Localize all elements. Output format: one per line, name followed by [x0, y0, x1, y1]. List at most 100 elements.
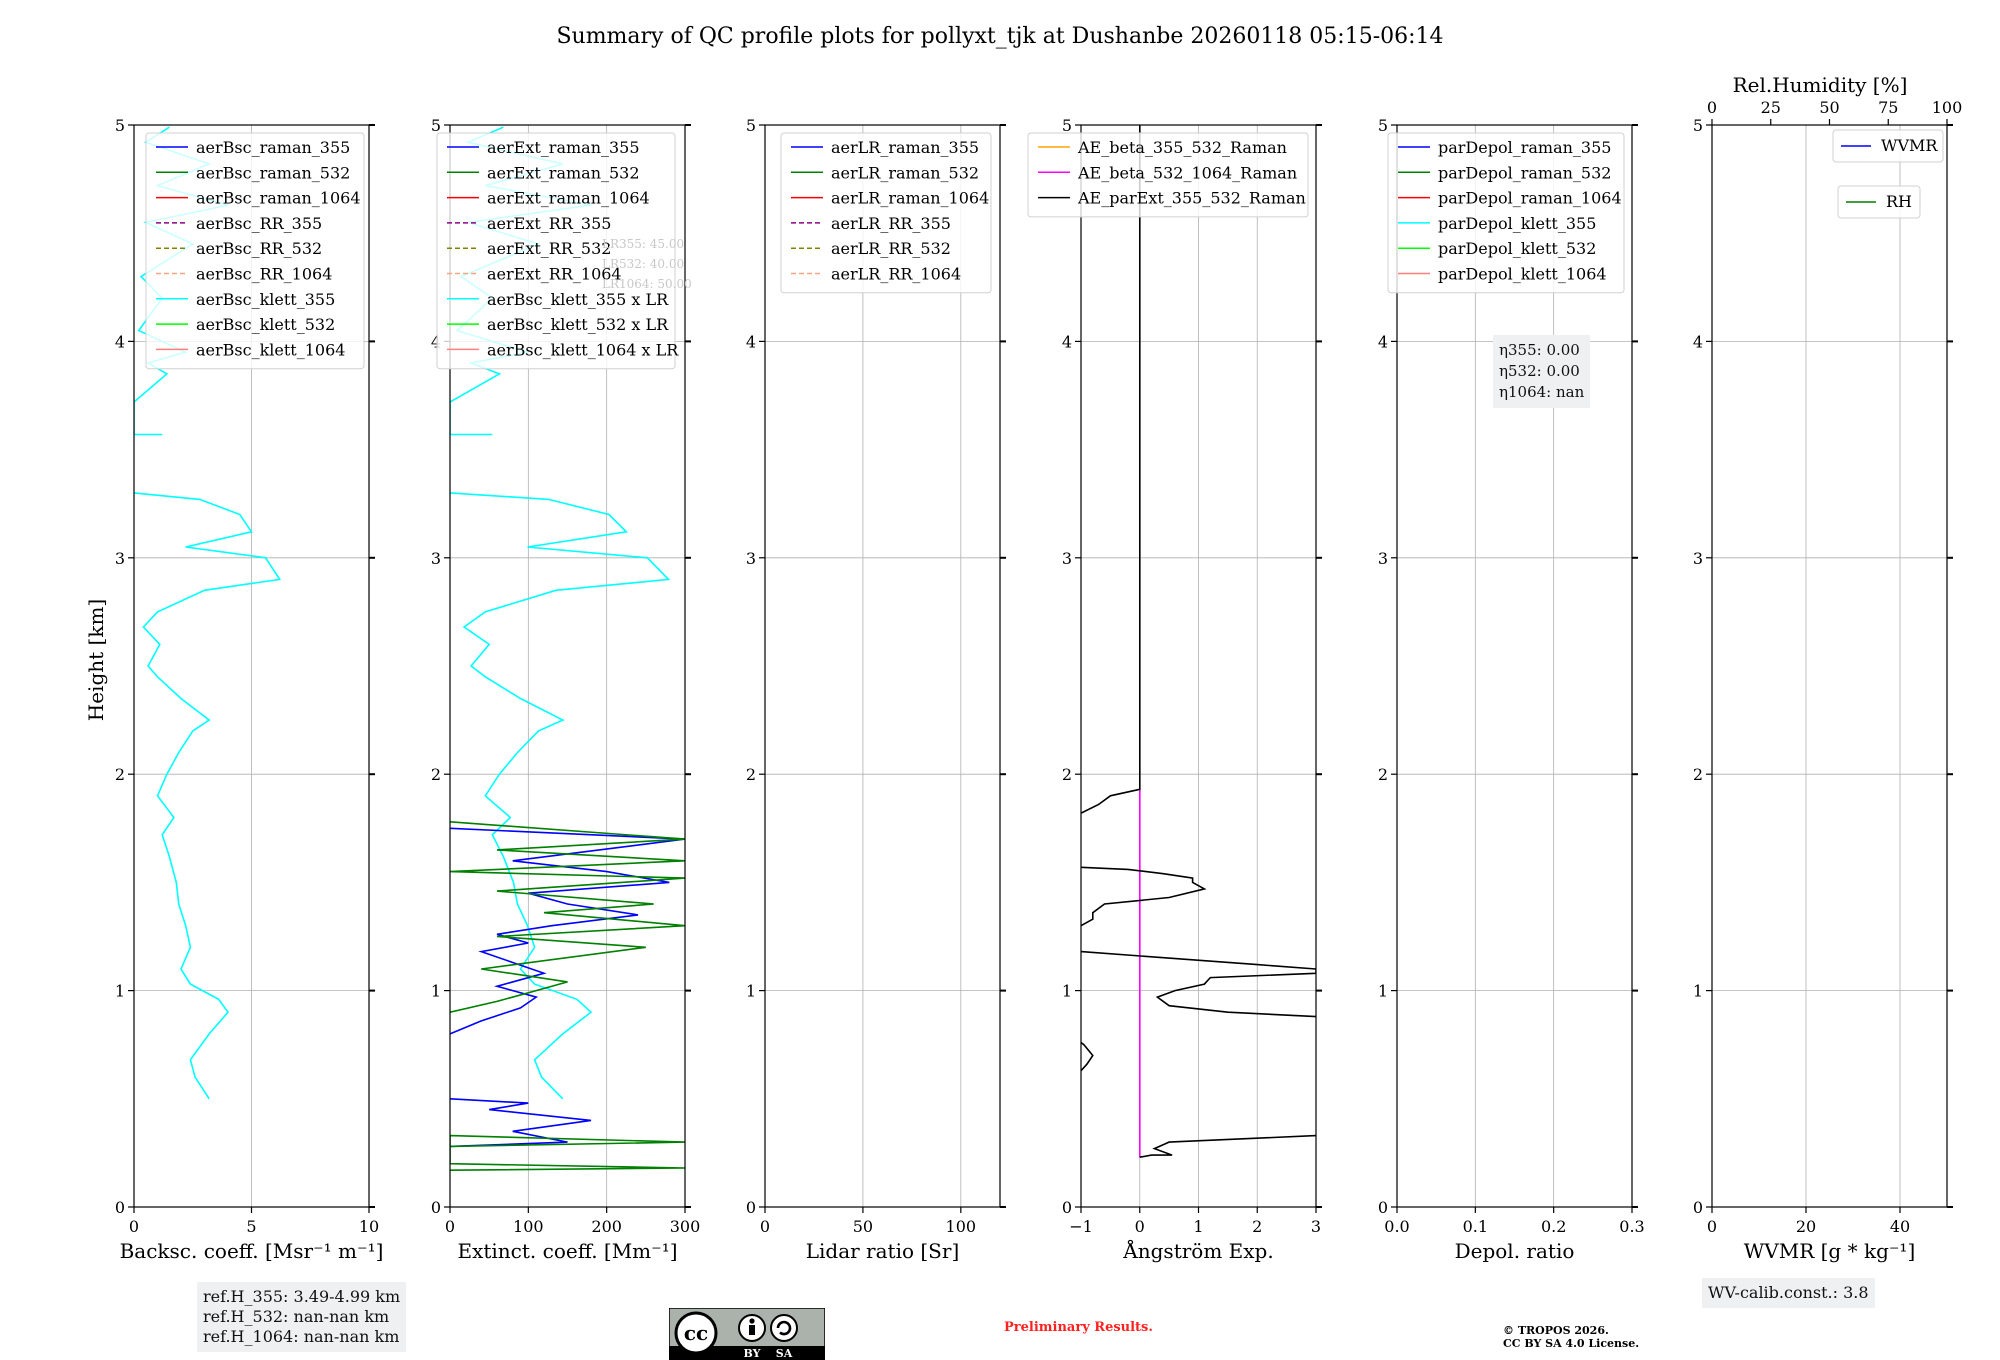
x-tick-label: 20	[1796, 1217, 1816, 1236]
y-tick-label: 5	[746, 116, 756, 135]
legend-label: aerBsc_klett_1064 x LR	[487, 340, 679, 359]
cc-icon-text: cc	[684, 1321, 708, 1345]
x-tick-label: 0.0	[1384, 1217, 1409, 1236]
y-tick-label: 1	[115, 982, 125, 1001]
sa-icon	[770, 1314, 798, 1342]
y-tick-label: 1	[1062, 982, 1072, 1001]
x-axis-label: WVMR [g * kg⁻¹]	[1744, 1239, 1916, 1263]
legend-label: aerExt_RR_355	[487, 214, 611, 233]
y-tick-label: 0	[1378, 1198, 1388, 1217]
legend-label: parDepol_raman_532	[1438, 163, 1611, 182]
y-tick-label: 3	[746, 549, 756, 568]
y-tick-label: 2	[1062, 765, 1072, 784]
eta-532: η532: 0.00	[1499, 362, 1580, 380]
y-tick-label: 2	[1693, 765, 1703, 784]
legend-label: parDepol_raman_355	[1438, 138, 1611, 157]
legend-label: aerLR_raman_1064	[831, 189, 989, 208]
x-tick-label: −1	[1069, 1217, 1093, 1236]
legend-label: parDepol_klett_355	[1438, 214, 1596, 233]
x-axis-label: Backsc. coeff. [Msr⁻¹ m⁻¹]	[120, 1239, 384, 1263]
series-line-AE_parExt_355_532_Raman_d	[1081, 866, 1207, 927]
legend-box	[1832, 129, 1944, 163]
series-line-AE_parExt_355_532_Raman_e	[1081, 125, 1141, 814]
y-tick-label: 5	[1062, 116, 1072, 135]
y-axis-label: Height [km]	[84, 599, 108, 721]
preliminary-note: Preliminary Results.	[1004, 1320, 1153, 1335]
y-tick-label: 0	[1062, 1198, 1072, 1217]
by-label: BY	[744, 1347, 761, 1360]
legend-label: aerBsc_klett_532 x LR	[487, 315, 669, 334]
panel-ext: 0 1 2 3 4 5 0 100 200 300 Extinct. coeff. [Mm⁻¹] ae…	[431, 116, 700, 1263]
x-tick-label: 5	[246, 1217, 256, 1236]
lr-hint-text: LR355: 45.00	[602, 237, 684, 251]
series-line-AE_parExt_355_532_Raman	[1139, 1134, 1316, 1158]
series-line-AE_parExt_355_532_Raman_c	[1081, 950, 1316, 1018]
refh-355: ref.H_355: 3.49-4.99 km	[203, 1287, 401, 1306]
y-tick-label: 4	[1693, 332, 1703, 351]
x-tick-label: 0	[445, 1217, 455, 1236]
wv-calib-box: WV-calib.const.: 3.8	[1702, 1278, 1875, 1308]
y-tick-label: 0	[746, 1198, 756, 1217]
legend-label: parDepol_klett_532	[1438, 239, 1596, 258]
legend-label: aerExt_raman_1064	[487, 189, 650, 208]
y-tick-label: 0	[431, 1198, 441, 1217]
x-tick-label: 100	[513, 1217, 544, 1236]
y-tick-label: 1	[746, 982, 756, 1001]
y-tick-label: 5	[115, 116, 125, 135]
top-tick-label: 75	[1878, 98, 1898, 117]
copyright-line-2: CC BY SA 4.0 License.	[1503, 1337, 1639, 1350]
legend-label: aerExt_raman_355	[487, 138, 640, 157]
legend-label: aerLR_RR_1064	[831, 265, 961, 284]
top-tick-label: 100	[1932, 98, 1963, 117]
legend-label: RH	[1886, 192, 1912, 211]
x-tick-label: 0.1	[1463, 1217, 1488, 1236]
refh-1064: ref.H_1064: nan-nan km	[203, 1327, 400, 1346]
legend-label: aerBsc_klett_355 x LR	[487, 290, 669, 309]
eta-1064: η1064: nan	[1499, 383, 1585, 401]
y-tick-label: 2	[1378, 765, 1388, 784]
legend-box	[780, 132, 992, 294]
legend-label: aerExt_RR_1064	[487, 265, 622, 284]
y-tick-label: 5	[1378, 116, 1388, 135]
legend-label: aerBsc_RR_355	[196, 214, 322, 233]
series-line-AE_parExt_355_532_Raman_b	[1081, 1041, 1094, 1072]
legend-box	[1837, 185, 1921, 219]
series-line-aerExt_raman_355_low	[450, 1098, 592, 1148]
figure-title: Summary of QC profile plots for pollyxt_…	[556, 24, 1443, 49]
legend-label: aerExt_RR_532	[487, 239, 611, 258]
x-tick-label: 10	[359, 1217, 379, 1236]
x-tick-label: 0	[1135, 1217, 1145, 1236]
legend-label: aerBsc_klett_355	[196, 290, 335, 309]
legend-label: aerLR_RR_355	[831, 214, 951, 233]
axes-frame	[764, 124, 1001, 1208]
top-tick-label: 50	[1819, 98, 1839, 117]
legend-label: AE_beta_532_1064_Raman	[1077, 163, 1297, 182]
y-tick-label: 3	[1378, 549, 1388, 568]
y-tick-label: 0	[115, 1198, 125, 1217]
y-tick-label: 3	[115, 549, 125, 568]
legend-label: aerExt_raman_532	[487, 163, 640, 182]
y-tick-label: 4	[1062, 332, 1072, 351]
x-tick-label: 1	[1193, 1217, 1203, 1236]
y-tick-label: 3	[431, 549, 441, 568]
series-line-aerExt_raman_532_low	[450, 1134, 685, 1171]
cc-license-badge: cc BY SA	[669, 1308, 825, 1360]
x-axis-label: Ångström Exp.	[1122, 1238, 1273, 1263]
y-tick-label: 2	[746, 765, 756, 784]
series-line-aerBsc_klett_355 x LR	[450, 492, 671, 1100]
legend-label: aerBsc_klett_1064	[196, 340, 345, 359]
x-tick-label: 300	[670, 1217, 701, 1236]
y-tick-label: 4	[1378, 332, 1388, 351]
legend-box	[1027, 132, 1309, 218]
y-tick-label: 4	[431, 332, 441, 351]
by-person-body	[749, 1325, 755, 1335]
x-tick-label: 100	[946, 1217, 977, 1236]
legend-label: aerLR_RR_532	[831, 239, 951, 258]
x-axis-label: Extinct. coeff. [Mm⁻¹]	[457, 1239, 677, 1263]
legend-label: aerBsc_klett_532	[196, 315, 335, 334]
x-tick-label: 0	[760, 1217, 770, 1236]
series-line-aerBsc_klett_355	[134, 492, 282, 1100]
y-tick-label: 3	[1062, 549, 1072, 568]
